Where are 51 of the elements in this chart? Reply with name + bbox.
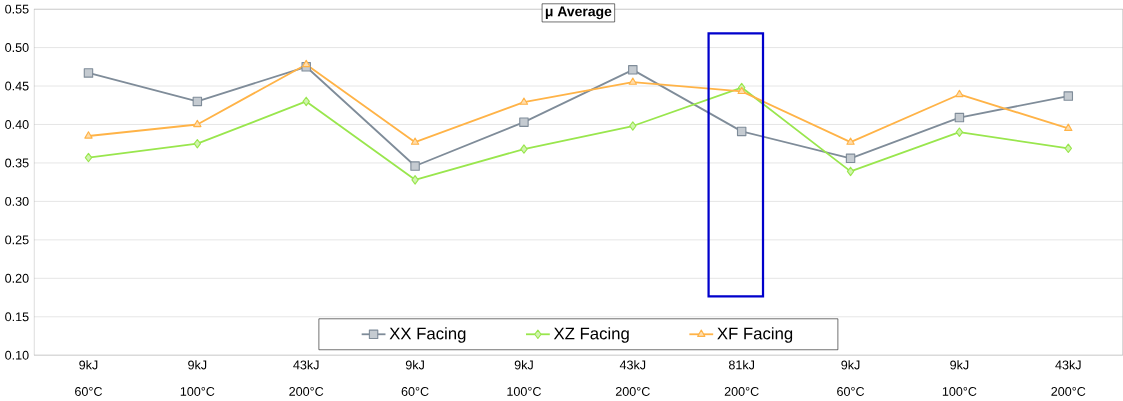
point bbox=[193, 139, 202, 149]
y-tick-label: 0.20 bbox=[5, 274, 29, 283]
point bbox=[302, 96, 310, 107]
category-label: 43kJ 200°C bbox=[1051, 360, 1086, 397]
category-label: 9kJ 60°C bbox=[75, 360, 103, 397]
point bbox=[845, 153, 856, 164]
point bbox=[83, 68, 94, 78]
chart-title: μ Average bbox=[545, 6, 612, 20]
category-label: 9kJ 60°C bbox=[837, 360, 865, 397]
point bbox=[1063, 91, 1074, 101]
point bbox=[846, 137, 855, 146]
y-tick-label: 0.30 bbox=[5, 197, 29, 207]
point bbox=[628, 65, 638, 75]
point bbox=[629, 121, 637, 131]
point bbox=[411, 175, 419, 185]
y-tick-label: 0.25 bbox=[5, 235, 29, 245]
legend-label: XX Facing bbox=[389, 327, 466, 343]
y-tick-label: 0.45 bbox=[5, 81, 29, 91]
y-tick-label: 0.50 bbox=[5, 43, 29, 53]
point bbox=[519, 97, 529, 106]
category-label: 9kJ 100°C bbox=[942, 360, 977, 397]
point bbox=[955, 127, 964, 138]
y-tick-label: 0.35 bbox=[5, 158, 29, 168]
category-label: 9kJ 60°C bbox=[401, 360, 429, 397]
point bbox=[1064, 123, 1073, 132]
category-label: 43kJ 200°C bbox=[615, 360, 650, 397]
point bbox=[84, 153, 93, 163]
y-tick-label: 0.10 bbox=[5, 351, 29, 360]
category-label: 9kJ 100°C bbox=[507, 360, 541, 397]
point bbox=[410, 161, 420, 171]
point bbox=[1064, 143, 1072, 154]
point bbox=[84, 131, 93, 139]
point bbox=[628, 77, 637, 86]
legend-label: XF Facing bbox=[717, 327, 793, 343]
y-tick-label: 0.55 bbox=[5, 4, 29, 14]
point bbox=[192, 96, 203, 107]
point bbox=[954, 113, 965, 123]
point bbox=[955, 89, 964, 98]
point bbox=[410, 137, 420, 146]
point bbox=[302, 59, 311, 68]
y-tick-label: 0.15 bbox=[5, 312, 29, 322]
point bbox=[193, 119, 202, 128]
category-label: 9kJ 100°C bbox=[180, 360, 215, 397]
category-label: 43kJ 200°C bbox=[289, 360, 324, 397]
point bbox=[519, 117, 529, 128]
category-label: 81kJ 200°C bbox=[724, 360, 759, 397]
point bbox=[520, 144, 528, 155]
y-tick-label: 0.40 bbox=[5, 120, 29, 130]
point bbox=[736, 126, 747, 137]
legend-label: XZ Facing bbox=[553, 327, 629, 343]
point bbox=[846, 166, 855, 177]
